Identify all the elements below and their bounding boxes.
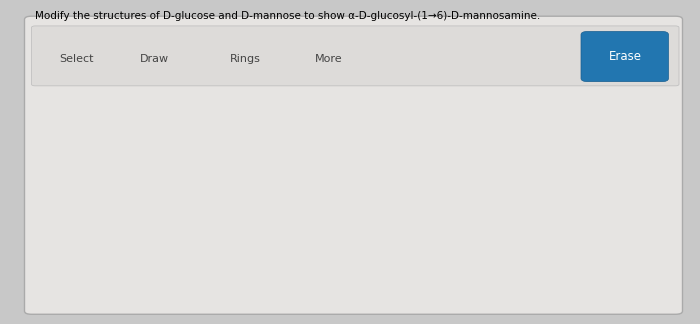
Text: C: C	[312, 185, 318, 194]
Text: C: C	[174, 232, 180, 241]
Text: H: H	[483, 257, 490, 266]
Text: H: H	[316, 166, 323, 175]
Text: OH: OH	[519, 213, 532, 221]
Text: C: C	[176, 147, 182, 156]
Text: Modify the structures of D-glucose and D-mannose to show α-D-glucosyl-(1→6)-D-ma: Modify the structures of D-glucose and D…	[35, 11, 540, 21]
Text: OH: OH	[243, 121, 256, 130]
Text: OH: OH	[351, 248, 365, 257]
Text: C: C	[395, 232, 401, 241]
Text: H₂C: H₂C	[159, 121, 173, 130]
Text: O: O	[495, 147, 500, 156]
Text: H: H	[386, 200, 392, 209]
Text: H: H	[96, 166, 102, 175]
Text: C: C	[274, 230, 279, 239]
Text: OH: OH	[259, 257, 272, 266]
Text: C: C	[124, 185, 130, 194]
Text: OH: OH	[341, 227, 354, 236]
Text: OH: OH	[464, 121, 477, 130]
Text: OH: OH	[120, 227, 133, 236]
Text: H: H	[176, 257, 183, 266]
Text: Select: Select	[60, 54, 94, 64]
Text: O: O	[274, 147, 280, 156]
Text: More: More	[315, 54, 343, 64]
Text: H: H	[486, 168, 493, 176]
Text: Rings: Rings	[230, 54, 260, 64]
Text: Draw: Draw	[139, 54, 169, 64]
Text: OH: OH	[441, 213, 454, 221]
Text: H: H	[265, 168, 272, 176]
Text: C: C	[398, 147, 402, 156]
Text: H: H	[164, 200, 171, 209]
Text: H: H	[397, 257, 403, 266]
Text: C: C	[533, 185, 538, 194]
Text: H: H	[227, 213, 234, 221]
Text: H₂C: H₂C	[379, 121, 393, 130]
Text: C: C	[495, 230, 500, 239]
Text: Erase: Erase	[608, 50, 642, 63]
Text: OH: OH	[131, 248, 144, 257]
Text: C: C	[345, 185, 350, 194]
